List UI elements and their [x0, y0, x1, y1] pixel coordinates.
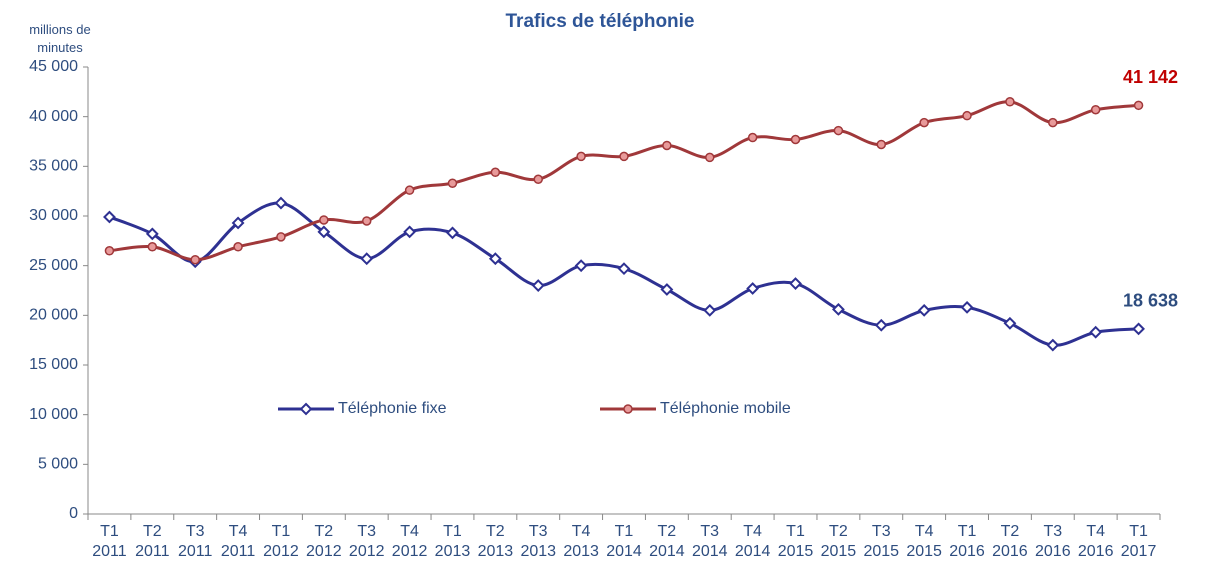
legend-label: Téléphonie fixe	[338, 400, 447, 417]
point	[360, 252, 374, 266]
point	[404, 185, 415, 195]
x-tick-label: T2 2013	[477, 523, 514, 560]
x-tick-label: T2 2011	[135, 523, 170, 560]
y-tick-label: 5 000	[38, 456, 78, 473]
x-tick-label: T4 2016	[1077, 523, 1114, 560]
point	[746, 282, 760, 295]
point	[960, 300, 974, 314]
y-tick-label: 30 000	[29, 207, 78, 224]
point	[233, 242, 243, 252]
x-tick-label: T1 2012	[263, 523, 299, 560]
x-tick-label: T3 2014	[691, 523, 728, 560]
point	[1003, 316, 1017, 330]
data-label: 18 638	[1123, 291, 1178, 311]
point	[623, 404, 633, 414]
point	[361, 216, 372, 226]
point	[147, 242, 158, 252]
x-tick-label: T1 2015	[777, 523, 814, 560]
x-tick-label: T3 2011	[177, 523, 213, 560]
point	[447, 178, 458, 188]
point	[319, 215, 329, 225]
point	[231, 216, 245, 230]
point	[1132, 322, 1145, 336]
point	[1133, 100, 1144, 111]
point	[617, 262, 631, 276]
x-tick-label: T4 2014	[734, 523, 771, 560]
point	[104, 246, 115, 256]
point	[874, 318, 888, 332]
point	[576, 151, 586, 162]
series-line	[109, 100, 1139, 262]
point	[919, 117, 929, 128]
point	[574, 259, 588, 273]
point	[660, 283, 674, 296]
point	[876, 139, 887, 150]
point	[446, 226, 459, 240]
x-tick-label: T1 2016	[949, 523, 985, 560]
point	[833, 125, 844, 136]
y-tick-label: 0	[69, 505, 78, 522]
y-tick-label: 35 000	[29, 158, 78, 175]
x-tick-label: T2 2016	[992, 523, 1028, 560]
point	[662, 140, 672, 151]
point	[1046, 338, 1060, 352]
point	[619, 151, 629, 162]
legend-label: Téléphonie mobile	[660, 400, 791, 417]
x-tick-label: T3 2015	[863, 523, 900, 560]
point	[831, 302, 845, 316]
point	[145, 227, 159, 241]
x-tick-label: T2 2014	[649, 523, 685, 560]
y-tick-label: 45 000	[29, 58, 78, 75]
x-tick-label: T3 2012	[348, 523, 385, 560]
y-tick-label: 20 000	[29, 307, 78, 324]
point	[490, 167, 501, 178]
point	[488, 252, 502, 266]
point	[403, 225, 417, 239]
x-tick-label: T4 2013	[563, 523, 599, 560]
x-tick-label: T2 2015	[820, 523, 857, 560]
point	[962, 110, 972, 121]
x-tick-label: T4 2015	[906, 523, 942, 560]
point	[703, 303, 717, 317]
y-tick-label: 25 000	[29, 257, 78, 274]
x-tick-label: T4 2011	[220, 523, 256, 560]
point	[103, 210, 116, 224]
x-tick-label: T1 2014	[606, 523, 642, 560]
x-tick-label: T1 2011	[92, 523, 127, 560]
point	[705, 152, 715, 163]
point	[190, 254, 200, 265]
point	[276, 232, 286, 242]
point	[917, 303, 931, 317]
point	[531, 279, 545, 292]
x-tick-label: T1 2017	[1120, 523, 1157, 560]
chart-title: Trafics de téléphonie	[506, 11, 695, 32]
y-axis-label: millions de minutes	[29, 22, 91, 55]
point	[1089, 325, 1103, 339]
y-tick-label: 15 000	[29, 356, 78, 373]
point	[317, 225, 331, 239]
y-tick-label: 10 000	[29, 406, 78, 423]
x-tick-label: T3 2013	[520, 523, 557, 560]
point	[274, 196, 288, 210]
point	[789, 277, 802, 290]
y-tick-label: 40 000	[29, 108, 78, 125]
point	[299, 402, 313, 416]
x-tick-label: T2 2012	[306, 523, 342, 560]
point	[747, 132, 758, 143]
x-tick-label: T1 2013	[434, 523, 471, 560]
data-label: 41 142	[1123, 67, 1178, 87]
point	[533, 174, 543, 184]
x-tick-label: T4 2012	[391, 523, 428, 560]
x-tick-label: T3 2016	[1035, 523, 1071, 560]
point	[1090, 104, 1101, 115]
point	[790, 134, 801, 145]
point	[1005, 97, 1015, 107]
point	[1048, 117, 1058, 128]
